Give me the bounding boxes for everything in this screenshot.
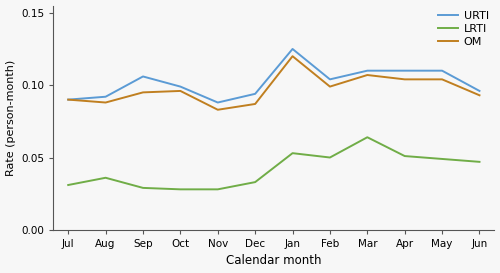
Line: URTI: URTI xyxy=(68,49,480,103)
Line: OM: OM xyxy=(68,56,480,110)
OM xyxy=(178,89,184,93)
LRTI xyxy=(327,156,333,159)
LRTI xyxy=(402,155,407,158)
OM xyxy=(476,94,482,97)
LRTI xyxy=(439,157,445,161)
URTI xyxy=(290,47,296,51)
LRTI xyxy=(252,180,258,184)
LRTI xyxy=(140,186,146,189)
LRTI xyxy=(364,136,370,139)
LRTI xyxy=(215,188,221,191)
URTI xyxy=(215,101,221,104)
OM xyxy=(327,85,333,88)
OM xyxy=(252,102,258,106)
URTI xyxy=(102,95,108,98)
URTI xyxy=(327,78,333,81)
LRTI xyxy=(65,183,71,187)
URTI xyxy=(140,75,146,78)
URTI xyxy=(364,69,370,72)
OM xyxy=(290,55,296,58)
OM xyxy=(215,108,221,111)
URTI xyxy=(65,98,71,101)
URTI xyxy=(476,89,482,93)
OM xyxy=(140,91,146,94)
OM xyxy=(102,101,108,104)
OM xyxy=(402,78,407,81)
LRTI xyxy=(290,152,296,155)
LRTI xyxy=(178,188,184,191)
LRTI xyxy=(476,160,482,164)
OM xyxy=(364,73,370,77)
URTI xyxy=(178,85,184,88)
URTI xyxy=(402,69,407,72)
OM xyxy=(439,78,445,81)
LRTI xyxy=(102,176,108,179)
OM xyxy=(65,98,71,101)
Legend: URTI, LRTI, OM: URTI, LRTI, OM xyxy=(438,11,489,47)
Line: LRTI: LRTI xyxy=(68,137,480,189)
X-axis label: Calendar month: Calendar month xyxy=(226,254,322,268)
URTI xyxy=(439,69,445,72)
Y-axis label: Rate (person-month): Rate (person-month) xyxy=(6,60,16,176)
URTI xyxy=(252,92,258,96)
